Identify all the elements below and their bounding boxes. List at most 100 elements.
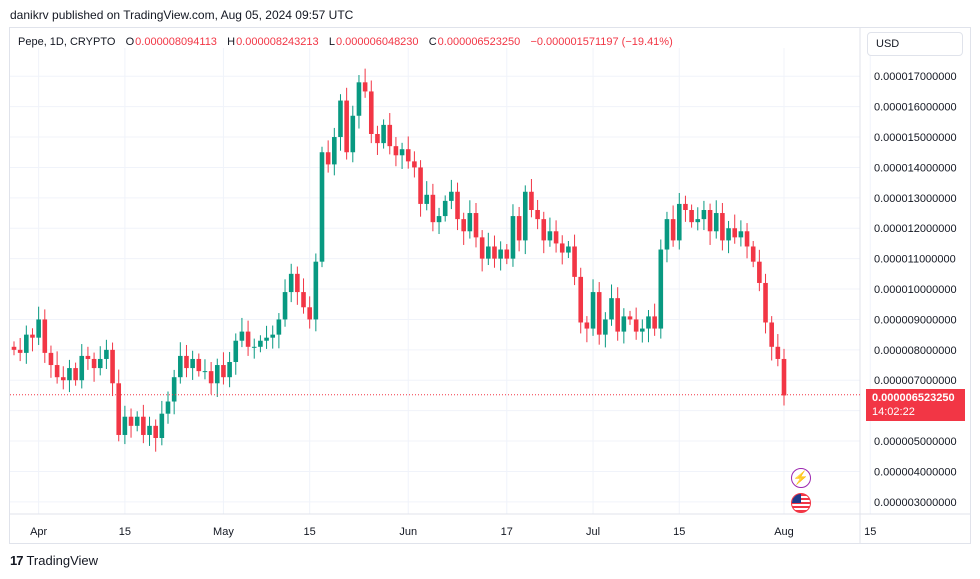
candle-body — [239, 331, 245, 341]
candle-body — [633, 319, 639, 332]
low-label: L — [328, 36, 335, 48]
candle-body — [147, 425, 152, 435]
candle-body — [171, 377, 177, 402]
candle-body — [559, 243, 565, 253]
candle-body — [73, 368, 78, 381]
candle-body — [381, 124, 386, 144]
candle-body — [529, 191, 534, 210]
candle-body — [128, 416, 134, 426]
candle-body — [227, 362, 232, 378]
candle-body — [695, 219, 701, 223]
candle-body — [356, 82, 362, 116]
candle-body — [609, 298, 614, 320]
ohlc-legend: Pepe, 1D, CRYPTO O0.000008094113 H0.0000… — [18, 36, 674, 48]
candle-body — [202, 371, 208, 373]
y-tick-label: 0.000010000000 — [874, 284, 957, 296]
candle-body — [17, 349, 23, 353]
candle-body — [473, 213, 479, 238]
candle-body — [214, 365, 220, 384]
symbol-label[interactable]: Pepe, 1D, CRYPTO — [18, 36, 116, 48]
tradingview-footer[interactable]: 17 TradingView — [10, 553, 98, 568]
candle-body — [479, 237, 485, 259]
y-tick-label: 0.000012000000 — [874, 223, 957, 235]
candle-body — [603, 319, 608, 335]
candle-body — [221, 365, 226, 378]
candle-body — [535, 210, 540, 220]
candle-body — [769, 322, 774, 347]
candle-body — [720, 213, 725, 241]
candle-body — [430, 194, 436, 223]
candle-body — [295, 273, 300, 293]
candle-body — [368, 91, 374, 134]
candle-body — [313, 261, 319, 320]
y-tick-label: 0.000005000000 — [874, 436, 957, 448]
x-tick-label: Jun — [399, 526, 417, 538]
candle-body — [726, 228, 731, 241]
candle-body — [332, 137, 337, 165]
candle-body — [301, 292, 306, 308]
candle-body — [658, 249, 664, 329]
candle-body — [319, 152, 325, 262]
lightning-icon[interactable]: ⚡ — [791, 468, 811, 488]
candle-body — [516, 216, 522, 241]
candle-body — [732, 228, 738, 238]
y-tick-label: 0.000015000000 — [874, 132, 957, 144]
candle-body — [399, 149, 405, 156]
candle-body — [670, 219, 676, 241]
candle-body — [362, 82, 368, 92]
candle-body — [350, 115, 356, 153]
candle-body — [141, 416, 146, 435]
currency-button[interactable]: USD — [867, 32, 963, 56]
x-tick-label: 15 — [864, 526, 876, 538]
x-tick-label: May — [213, 526, 234, 538]
candle-body — [405, 149, 411, 162]
candle-body — [282, 292, 288, 320]
brand-name: TradingView — [26, 553, 99, 568]
x-tick-label: Apr — [30, 526, 47, 538]
candle-body — [418, 167, 423, 204]
candle-body — [572, 246, 577, 277]
candle-body — [233, 340, 239, 362]
candle-body — [165, 401, 171, 414]
candle-body — [584, 322, 590, 329]
candle-body — [159, 413, 165, 438]
candle-body — [467, 213, 473, 232]
candle-body — [738, 231, 744, 238]
candle-body — [504, 249, 510, 259]
y-tick-label: 0.000007000000 — [874, 375, 957, 387]
candle-body — [646, 316, 651, 329]
candle-body — [344, 100, 349, 153]
candle-body — [24, 334, 29, 353]
x-tick-label: Jul — [586, 526, 600, 538]
candle-body — [208, 371, 214, 384]
candle-body — [707, 210, 713, 232]
candle-body — [325, 152, 331, 165]
y-tick-label: 0.000011000000 — [874, 254, 956, 266]
candle-body — [553, 231, 559, 244]
close-label: C — [428, 36, 437, 48]
candle-body — [79, 355, 85, 381]
candle-body — [750, 246, 756, 262]
high-value: 0.000008243213 — [236, 36, 319, 48]
y-tick-label: 0.000008000000 — [874, 345, 957, 357]
us-flag-icon[interactable] — [791, 493, 811, 513]
candle-body — [701, 210, 707, 220]
last-price-tag: 0.000006523250 14:02:22 — [866, 389, 965, 421]
y-tick-label: 0.000013000000 — [874, 193, 957, 205]
candle-body — [412, 161, 417, 168]
candle-body — [190, 358, 195, 369]
candle-body — [615, 298, 620, 332]
candle-body — [245, 331, 251, 347]
candle-body — [522, 191, 528, 241]
candle-body — [547, 231, 553, 241]
last-price-value: 0.000006523250 — [872, 392, 955, 404]
chart-frame[interactable] — [9, 27, 971, 544]
open-value: 0.000008094113 — [135, 36, 217, 48]
candle-body — [60, 377, 66, 381]
candle-body — [676, 203, 682, 241]
candle-body — [578, 276, 584, 323]
change-value: −0.000001571197 (−19.41%) — [530, 36, 673, 48]
candle-body — [54, 365, 60, 378]
open-label: O — [125, 36, 135, 48]
